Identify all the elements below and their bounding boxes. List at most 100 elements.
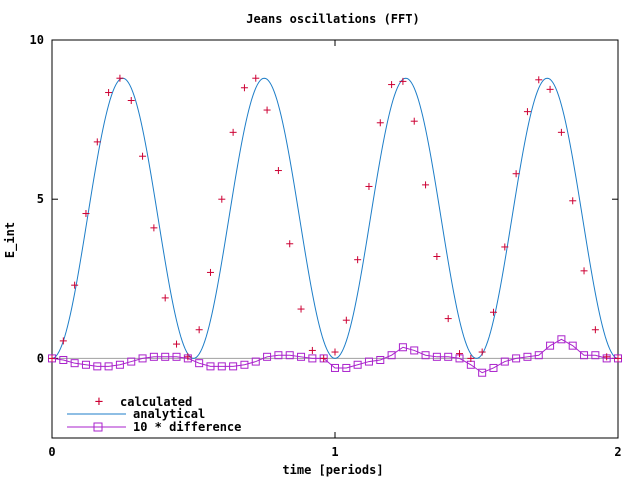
difference-point	[568, 341, 577, 350]
calculated-point	[308, 346, 316, 354]
calculated-point	[173, 340, 181, 348]
difference-point	[512, 354, 521, 363]
legend-calculated-marker: +	[95, 394, 103, 410]
calculated-point	[150, 224, 158, 232]
calculated-point	[105, 89, 113, 97]
difference-point	[331, 363, 339, 372]
chart-title: Jeans oscillations (FFT)	[246, 12, 419, 26]
calculated-point	[523, 108, 531, 116]
calculated-point	[512, 170, 520, 178]
calculated-point	[535, 76, 543, 84]
difference-point	[376, 355, 385, 364]
calculated-point	[410, 117, 418, 125]
difference-point	[104, 362, 113, 371]
difference-point	[387, 351, 396, 360]
difference-point	[353, 360, 362, 369]
calculated-point	[263, 106, 271, 114]
tick-labels: 0 1 2 0 5 10	[30, 33, 622, 459]
difference-point	[93, 362, 102, 371]
calculated-point	[546, 85, 554, 93]
difference-point	[161, 352, 170, 361]
calculated-point	[206, 268, 214, 276]
calculated-point	[116, 74, 124, 82]
difference-point	[195, 359, 204, 368]
difference-point	[478, 368, 487, 377]
x-axis-label: time [periods]	[282, 463, 383, 477]
difference-point	[591, 351, 600, 360]
difference-point	[489, 363, 498, 372]
y-tick-label: 10	[30, 33, 44, 47]
difference-point	[398, 343, 407, 352]
difference-point	[364, 357, 373, 366]
difference-point	[229, 362, 238, 371]
difference-point	[546, 341, 555, 350]
difference-point	[138, 354, 147, 363]
calculated-point	[139, 152, 147, 160]
calculated-point	[580, 267, 588, 275]
difference-point	[557, 335, 566, 344]
calculated-point	[557, 128, 565, 136]
y-axis-label: E_int	[3, 222, 18, 258]
calculated-point	[342, 316, 350, 324]
calculated-point	[422, 181, 430, 189]
calculated-point	[297, 305, 305, 313]
calculated-point	[286, 240, 294, 248]
calculated-point	[376, 119, 384, 127]
legend-difference-marker	[93, 422, 103, 432]
difference-point	[534, 351, 543, 360]
calculated-point	[388, 81, 396, 89]
calculated-point	[320, 354, 328, 362]
difference-point	[59, 355, 68, 364]
axes	[51, 39, 619, 439]
series	[48, 74, 622, 377]
difference-point	[206, 362, 215, 371]
x-tick-label: 2	[614, 445, 621, 459]
difference-point	[81, 360, 90, 369]
calculated-point	[184, 353, 192, 361]
calculated-point	[195, 326, 203, 334]
calculated-point	[229, 128, 237, 136]
calculated-point	[501, 243, 509, 251]
calculated-point	[82, 210, 90, 218]
legend-analytical-label: analytical	[133, 407, 205, 421]
calculated-point	[93, 138, 101, 146]
difference-point	[500, 357, 509, 366]
difference-point	[127, 357, 136, 366]
difference-point	[172, 352, 181, 361]
difference-line	[51, 338, 618, 374]
calculated-point	[48, 354, 56, 362]
difference-point	[274, 351, 283, 360]
calculated-point	[489, 308, 497, 316]
calculated-point	[331, 348, 339, 356]
calculated-point	[444, 315, 452, 323]
calculated-point	[127, 96, 135, 104]
difference-point	[308, 354, 317, 363]
calculated-point	[161, 294, 169, 302]
calculated-point	[569, 197, 577, 205]
calculated-point	[603, 353, 611, 361]
calculated-point	[467, 354, 475, 362]
y-tick-label: 5	[37, 192, 44, 206]
calculated-point	[71, 281, 79, 289]
calculated-point	[614, 354, 622, 362]
difference-point	[240, 360, 249, 369]
difference-point	[342, 363, 351, 372]
calculated-point	[478, 348, 486, 356]
difference-point	[523, 352, 532, 361]
calculated-point	[240, 84, 248, 92]
x-tick-label: 0	[48, 445, 55, 459]
difference-point	[70, 359, 79, 368]
calculated-point	[218, 195, 226, 203]
calculated-point	[433, 253, 441, 261]
calculated-point	[252, 74, 260, 82]
plot-frame	[51, 39, 619, 439]
difference-point	[297, 352, 306, 361]
calculated-point	[354, 256, 362, 264]
difference-point	[580, 351, 589, 360]
calculated-point	[365, 182, 373, 190]
calculated-point	[456, 350, 464, 358]
analytical-line	[51, 77, 619, 359]
legend: + calculated analytical 10 * difference	[67, 394, 241, 434]
calculated-point	[399, 77, 407, 85]
